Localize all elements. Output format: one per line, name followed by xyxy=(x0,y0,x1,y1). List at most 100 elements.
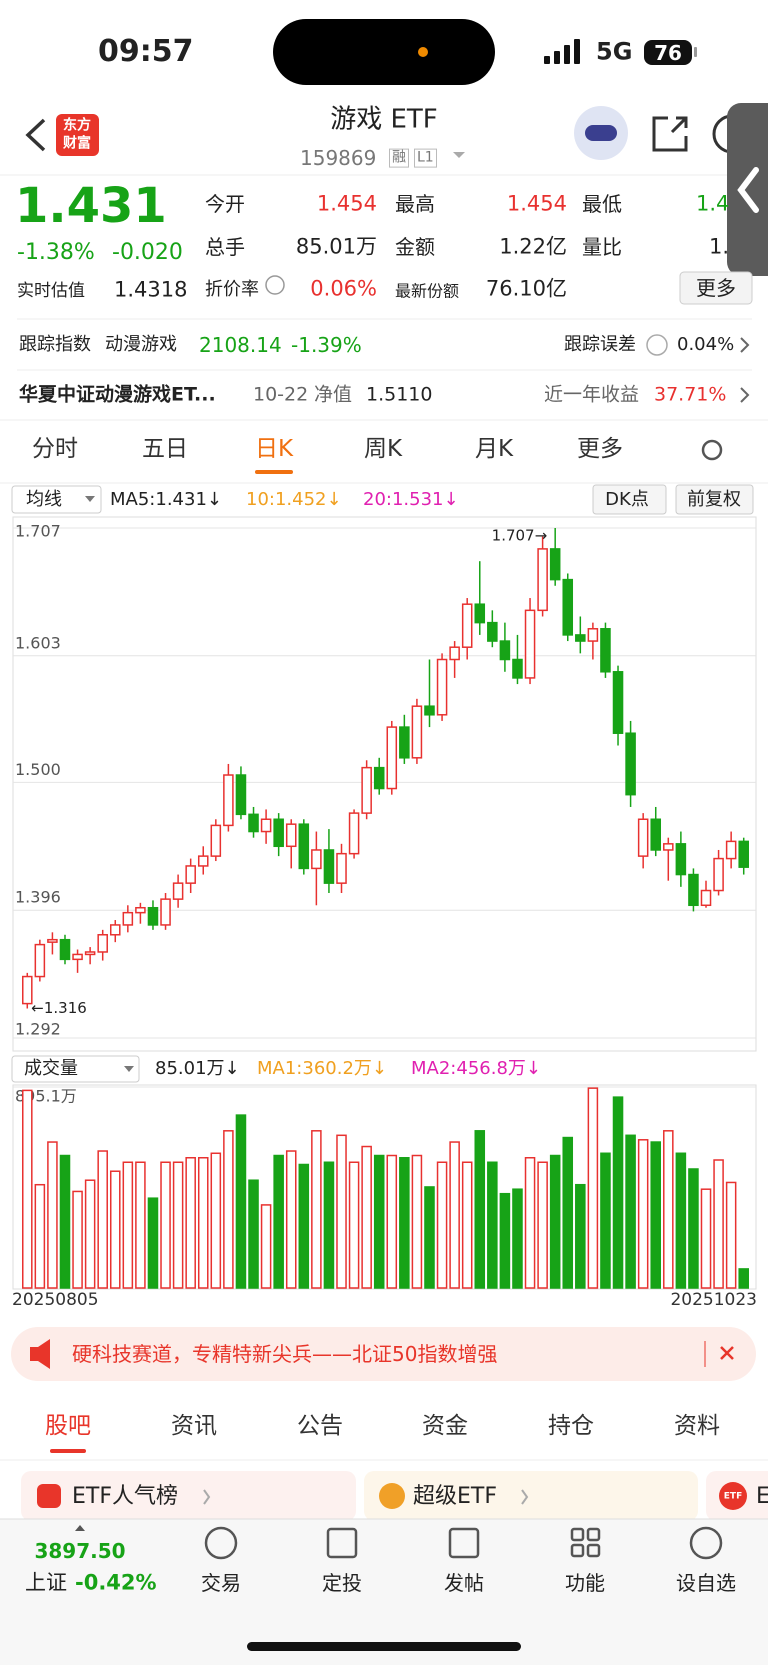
volume-ma2: MA2:456.8万↓ xyxy=(411,1058,541,1080)
adjust-button[interactable] xyxy=(675,484,754,515)
period-tab[interactable]: 五日 xyxy=(142,436,188,463)
period-tab[interactable]: 月K xyxy=(474,436,514,463)
card[interactable] xyxy=(364,1471,698,1521)
candle-body xyxy=(336,852,347,884)
candle-body xyxy=(399,726,410,759)
card[interactable] xyxy=(21,1471,356,1521)
help-icon[interactable] xyxy=(646,334,668,356)
period-tab[interactable]: 分时 xyxy=(32,436,78,463)
content-tab[interactable]: 公告 xyxy=(297,1413,343,1440)
card-title[interactable]: ETF人气榜 xyxy=(72,1483,178,1509)
tracking-label: 跟踪指数 xyxy=(19,334,91,356)
field-label: 总手 xyxy=(205,235,245,259)
field-label: 金额 xyxy=(395,235,435,259)
field-value: 85.01万 xyxy=(295,234,377,259)
period-tab[interactable]: 周K xyxy=(363,436,403,463)
candle-body xyxy=(109,924,121,936)
settings-icon[interactable] xyxy=(701,439,723,461)
candle-body xyxy=(713,857,724,892)
volume-bar xyxy=(436,1161,448,1289)
nav-label: 净值 xyxy=(314,383,353,406)
back-arrow[interactable] xyxy=(25,118,46,152)
tracking-change: -1.39% xyxy=(291,333,362,357)
error-label: 跟踪误差 xyxy=(564,334,636,356)
x-label: 20251023 xyxy=(670,1290,757,1310)
volume-bar xyxy=(122,1161,134,1289)
index-change[interactable]: -0.42% xyxy=(75,1570,157,1595)
banner[interactable] xyxy=(11,1327,756,1381)
nav-label[interactable]: 交易 xyxy=(201,1571,241,1595)
field-value: 1.4 xyxy=(696,191,730,216)
volume-bar xyxy=(549,1154,561,1289)
close-icon[interactable] xyxy=(720,1346,734,1360)
candle-body xyxy=(185,865,196,884)
volume-bar xyxy=(348,1161,360,1289)
volume-bar xyxy=(323,1161,335,1289)
index-value[interactable]: 3897.50 xyxy=(34,1539,126,1563)
dropdown-arrow xyxy=(124,1066,134,1072)
info-icon[interactable] xyxy=(265,275,285,295)
share-icon[interactable] xyxy=(652,116,688,152)
network: 5G xyxy=(596,37,633,66)
index-label[interactable]: 上证 xyxy=(25,1570,67,1595)
volume-bar xyxy=(738,1268,749,1289)
dropdown-arrow xyxy=(85,496,95,502)
volume-bar xyxy=(223,1130,234,1289)
volume-bar xyxy=(336,1134,347,1289)
candle-body xyxy=(84,951,96,956)
volume-bar xyxy=(273,1154,284,1289)
volume-bar xyxy=(197,1157,209,1289)
card-title[interactable]: E xyxy=(756,1483,768,1509)
volume-bar xyxy=(562,1136,574,1289)
logo-text: 东方 xyxy=(63,117,91,134)
field-value: 1.454 xyxy=(506,191,567,216)
volume-bar xyxy=(97,1150,108,1289)
nav-label[interactable]: 发帖 xyxy=(444,1571,484,1595)
more-label[interactable]: 更多 xyxy=(696,276,736,300)
candle-body xyxy=(248,813,259,833)
content-tab[interactable]: 资讯 xyxy=(171,1413,217,1440)
nav-label[interactable]: 设自选 xyxy=(676,1571,736,1595)
dynamic-island xyxy=(273,19,495,85)
more-button[interactable] xyxy=(679,271,753,305)
volume-bar xyxy=(135,1161,146,1289)
candle-body xyxy=(663,843,674,851)
volume-bar xyxy=(260,1204,272,1289)
content-tab[interactable]: 资金 xyxy=(422,1413,468,1440)
period-tab[interactable]: 更多 xyxy=(577,436,623,463)
volume-bar xyxy=(725,1181,737,1289)
adjust-label[interactable]: 前复权 xyxy=(687,489,741,511)
ma-selector-box[interactable] xyxy=(11,485,102,514)
dk-label[interactable]: DK点 xyxy=(605,489,649,511)
volume-bar xyxy=(235,1114,247,1289)
volume-selector[interactable]: 成交量 xyxy=(24,1058,78,1080)
error-value: 0.04% xyxy=(677,334,735,356)
field-value: 1.454 xyxy=(316,191,377,216)
candle-body xyxy=(738,840,749,868)
candle-body xyxy=(285,823,297,848)
chevron[interactable] xyxy=(740,387,750,403)
dk-button[interactable] xyxy=(592,484,667,515)
nav-label[interactable]: 定投 xyxy=(322,1571,362,1595)
candle-body xyxy=(688,873,699,907)
volume-bar xyxy=(700,1188,712,1289)
volume-bar xyxy=(34,1183,46,1289)
period-tab[interactable]: 日K xyxy=(254,436,294,463)
ma-selector[interactable]: 均线 xyxy=(26,489,62,511)
nav-label[interactable]: 功能 xyxy=(565,1571,605,1595)
change-pct: -1.38% xyxy=(17,239,95,265)
content-tab[interactable]: 持仓 xyxy=(548,1413,594,1440)
volume-bar xyxy=(373,1154,385,1289)
volume-bar xyxy=(600,1152,611,1289)
volume-bar xyxy=(587,1087,599,1289)
side-panel[interactable] xyxy=(727,103,768,276)
volume-selector-box[interactable] xyxy=(11,1055,140,1083)
card-title[interactable]: 超级ETF xyxy=(413,1483,497,1509)
chevron[interactable] xyxy=(740,337,750,353)
content-tab[interactable]: 股吧 xyxy=(45,1413,91,1440)
content-tab[interactable]: 资料 xyxy=(674,1413,720,1440)
dropdown-arrow[interactable] xyxy=(453,152,465,158)
nav-date: 10-22 xyxy=(253,383,309,406)
candle-body xyxy=(135,906,146,914)
banner-text[interactable]: 硬科技赛道，专精特新尖兵——北证50指数增强 xyxy=(72,1342,498,1366)
